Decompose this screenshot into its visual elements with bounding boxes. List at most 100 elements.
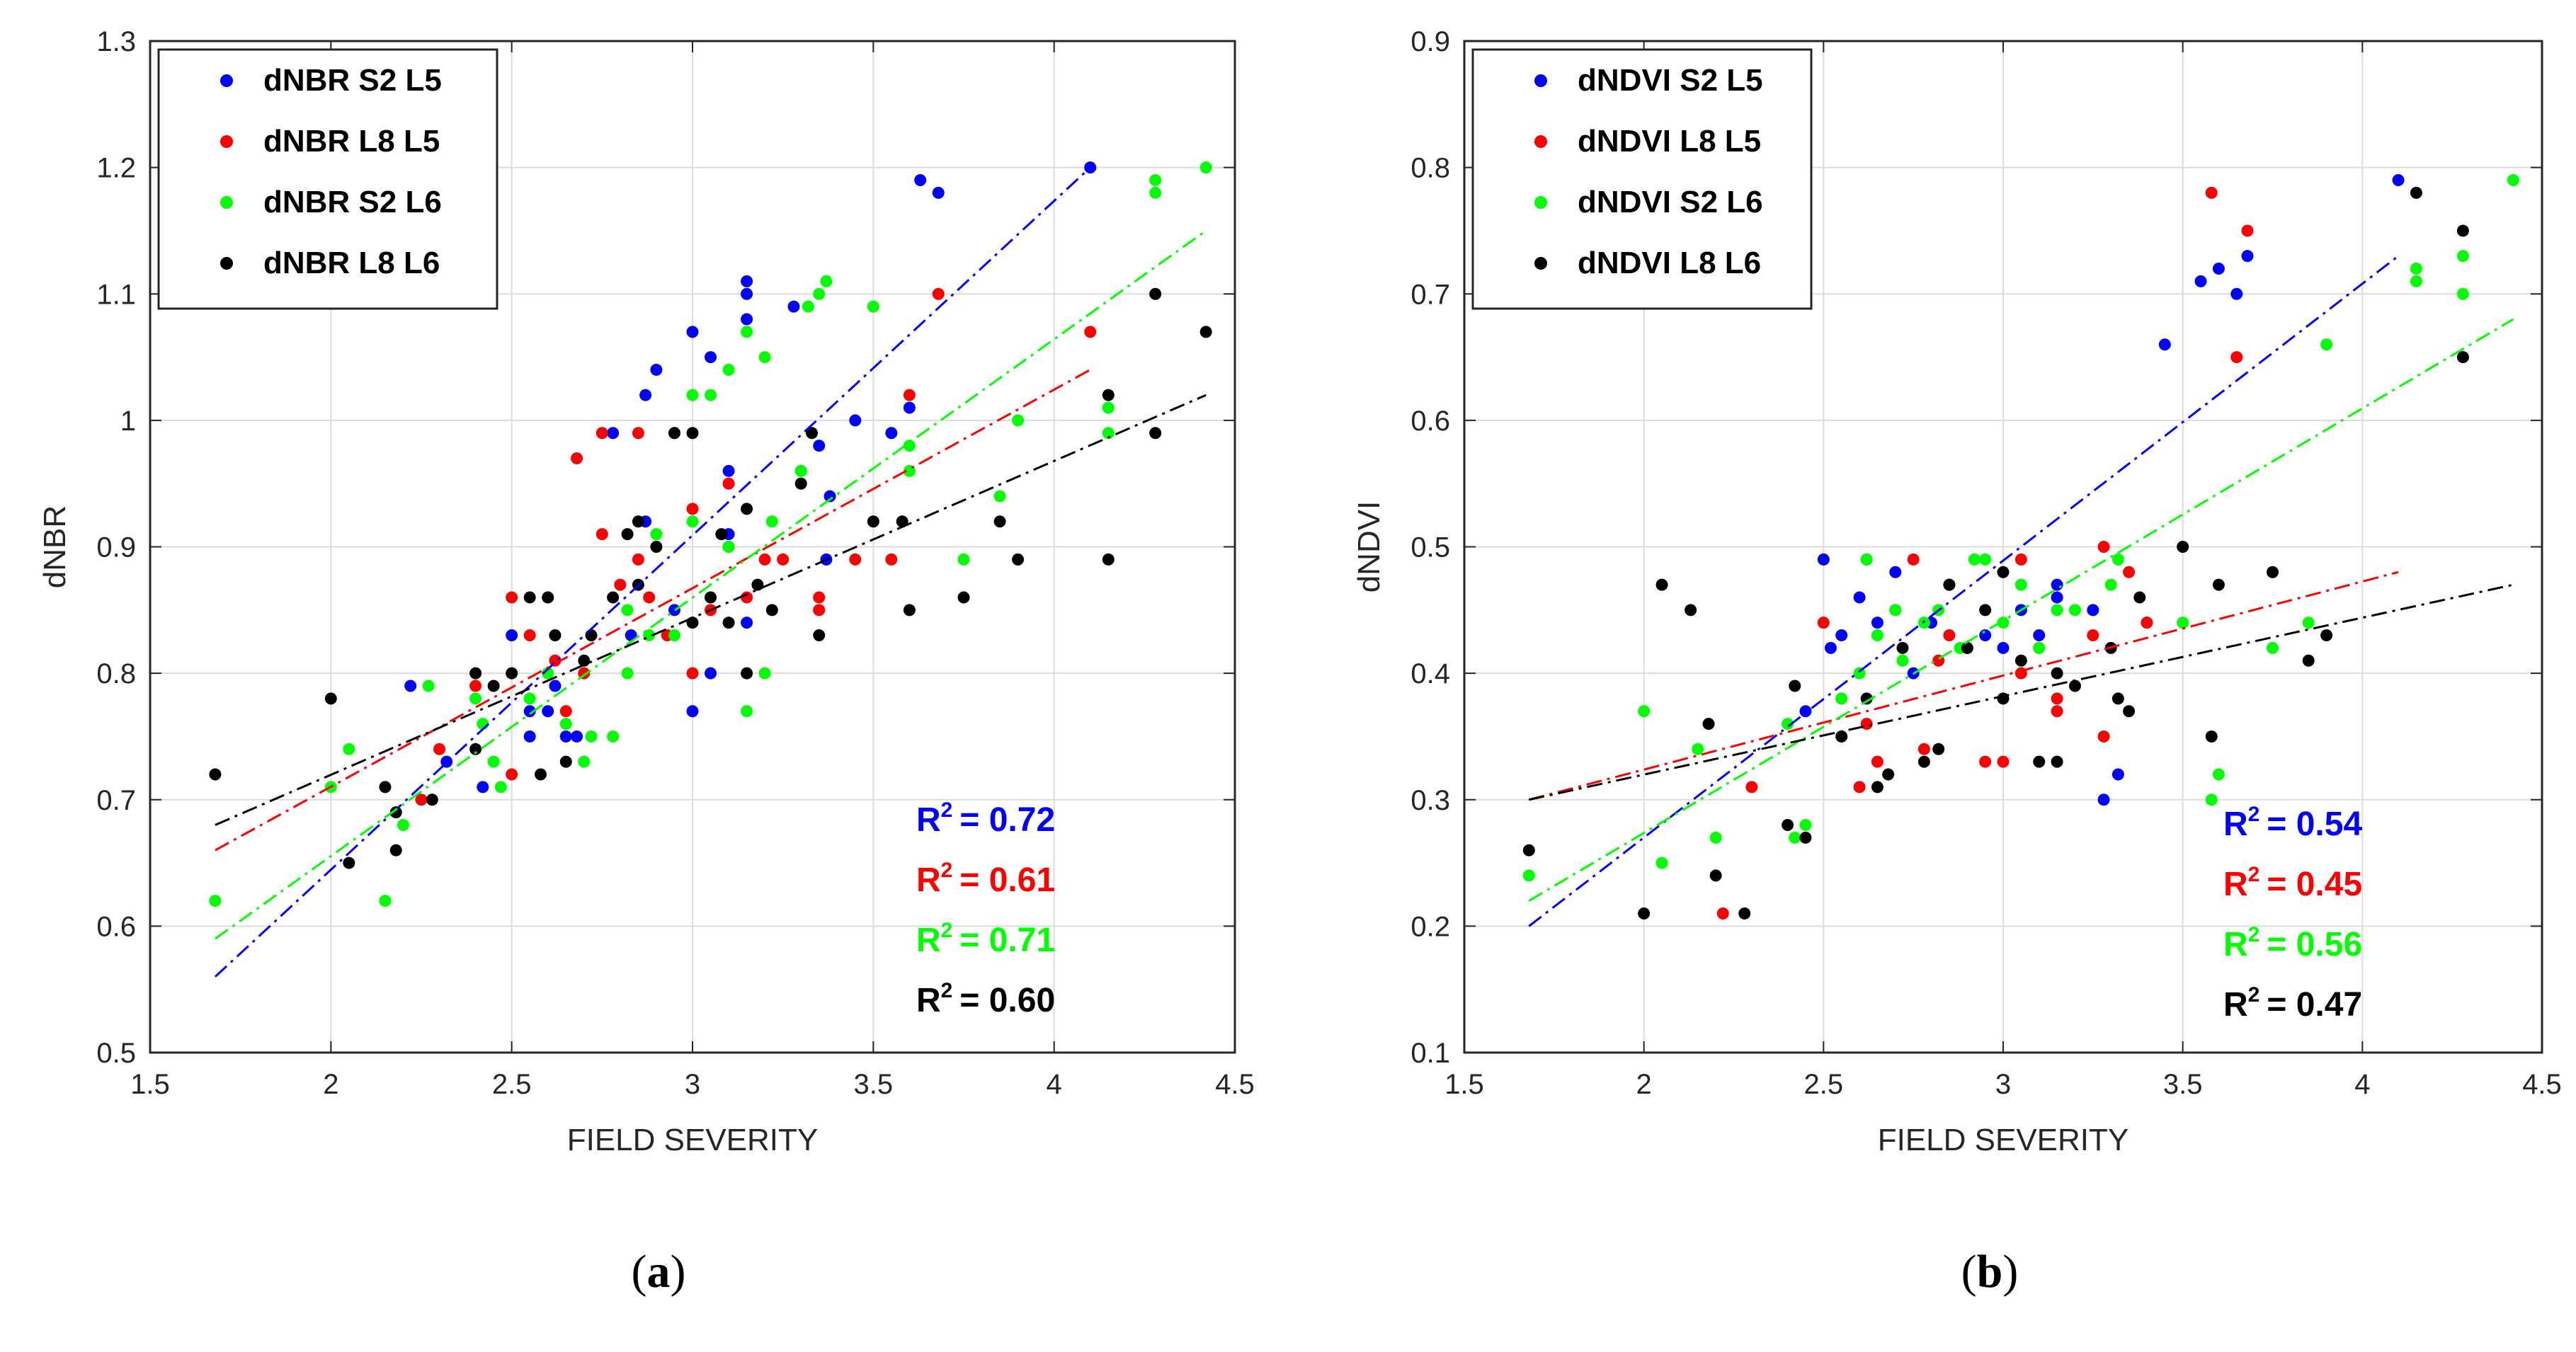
data-point: [1102, 389, 1115, 401]
data-point: [506, 667, 518, 680]
data-point: [632, 553, 644, 566]
x-tick-label: 4.5: [2522, 1069, 2562, 1100]
x-tick-label: 3: [685, 1069, 700, 1100]
data-point: [741, 503, 753, 515]
data-point: [722, 363, 735, 376]
y-tick-label: 0.4: [1410, 658, 1450, 689]
data-point: [2456, 224, 2469, 237]
data-point: [741, 667, 753, 680]
data-point: [1655, 857, 1668, 869]
data-point: [523, 591, 536, 604]
axes-box: [149, 40, 1236, 1054]
data-point: [2230, 351, 2243, 364]
data-point: [433, 743, 446, 755]
data-point: [1979, 629, 1992, 642]
data-point: [2068, 604, 2081, 617]
data-point: [1853, 781, 1866, 794]
data-point: [542, 667, 554, 680]
data-point: [595, 427, 608, 440]
data-point: [643, 591, 656, 604]
data-point: [2320, 629, 2333, 642]
y-tick-label: 0.5: [1410, 532, 1450, 563]
data-point: [614, 578, 627, 591]
data-point: [2051, 591, 2063, 604]
data-point: [559, 755, 572, 768]
y-tick-label: 0.8: [96, 658, 136, 689]
series-3: [209, 287, 1212, 869]
data-point: [469, 743, 482, 755]
data-point: [2087, 629, 2099, 642]
fit-line: [1528, 571, 2399, 801]
y-tick-label: 0.6: [96, 911, 136, 942]
data-point: [426, 794, 438, 806]
legend-box: [1471, 48, 1813, 310]
data-point: [2051, 578, 2063, 591]
data-point: [722, 617, 735, 629]
data-point: [607, 730, 620, 743]
data-point: [523, 629, 536, 642]
data-point: [607, 591, 620, 604]
data-point: [2212, 578, 2225, 591]
data-point: [571, 452, 583, 464]
data-point: [422, 680, 435, 692]
data-point: [932, 186, 945, 199]
data-point: [2456, 351, 2469, 364]
data-point: [2014, 654, 2027, 667]
legend-entry: dNBR L8 L6: [263, 246, 440, 280]
data-point: [705, 351, 717, 364]
data-point: [1853, 591, 1866, 604]
data-point: [849, 553, 862, 566]
data-point: [343, 743, 355, 755]
data-point: [1685, 604, 1697, 617]
data-point: [2302, 654, 2315, 667]
data-point: [585, 730, 598, 743]
panel-caption: (a): [632, 1246, 686, 1297]
chart-0: 1.5 2 2.5 3 3.5 4 4.5 0.5 0.6 0.7 0.8 0.9 1 1.1 1.2 1.3…: [38, 26, 1255, 1297]
data-point: [487, 680, 500, 692]
data-point: [595, 528, 608, 541]
x-tick-label: 1.5: [130, 1069, 170, 1100]
data-point: [2212, 768, 2225, 781]
legend-entry: dNBR S2 L5: [263, 63, 442, 98]
data-point: [903, 440, 916, 452]
data-point: [1871, 755, 1883, 768]
data-point: [1149, 427, 1162, 440]
legend-entry: dNBR L8 L5: [263, 124, 440, 159]
data-point: [686, 503, 699, 515]
data-point: [722, 541, 735, 553]
data-point: [903, 604, 916, 617]
data-point: [542, 591, 554, 604]
legend-entry: dNBR S2 L6: [263, 185, 442, 219]
x-tick-label: 2.5: [492, 1069, 532, 1100]
data-point: [823, 490, 836, 503]
data-point: [1789, 680, 1801, 692]
data-point: [2097, 541, 2110, 553]
data-point: [2068, 680, 2081, 692]
data-point: [867, 300, 879, 313]
data-point: [621, 604, 634, 617]
y-tick-label: 0.5: [96, 1038, 136, 1069]
data-point: [324, 692, 337, 705]
data-point: [494, 781, 507, 794]
data-point: [650, 541, 663, 553]
x-tick-label: 3.5: [2163, 1069, 2203, 1100]
data-point: [1012, 414, 1025, 427]
data-point: [639, 389, 652, 401]
data-point: [758, 553, 771, 566]
data-point: [549, 629, 562, 642]
data-point: [813, 287, 826, 300]
data-point: [506, 591, 518, 604]
data-point: [1943, 629, 1956, 642]
fit-line: [214, 166, 1091, 978]
y-tick-label: 0.9: [96, 532, 136, 563]
data-point: [1084, 326, 1097, 338]
data-point: [686, 326, 699, 338]
fit-line: [215, 394, 1207, 826]
data-point: [2177, 617, 2189, 629]
data-point: [885, 427, 898, 440]
y-tick-label: 1.2: [96, 153, 136, 184]
data-point: [1102, 401, 1115, 414]
data-point: [1638, 705, 1651, 718]
data-point: [477, 781, 489, 794]
r-squared-label: R2 = 0.45: [2223, 863, 2362, 903]
